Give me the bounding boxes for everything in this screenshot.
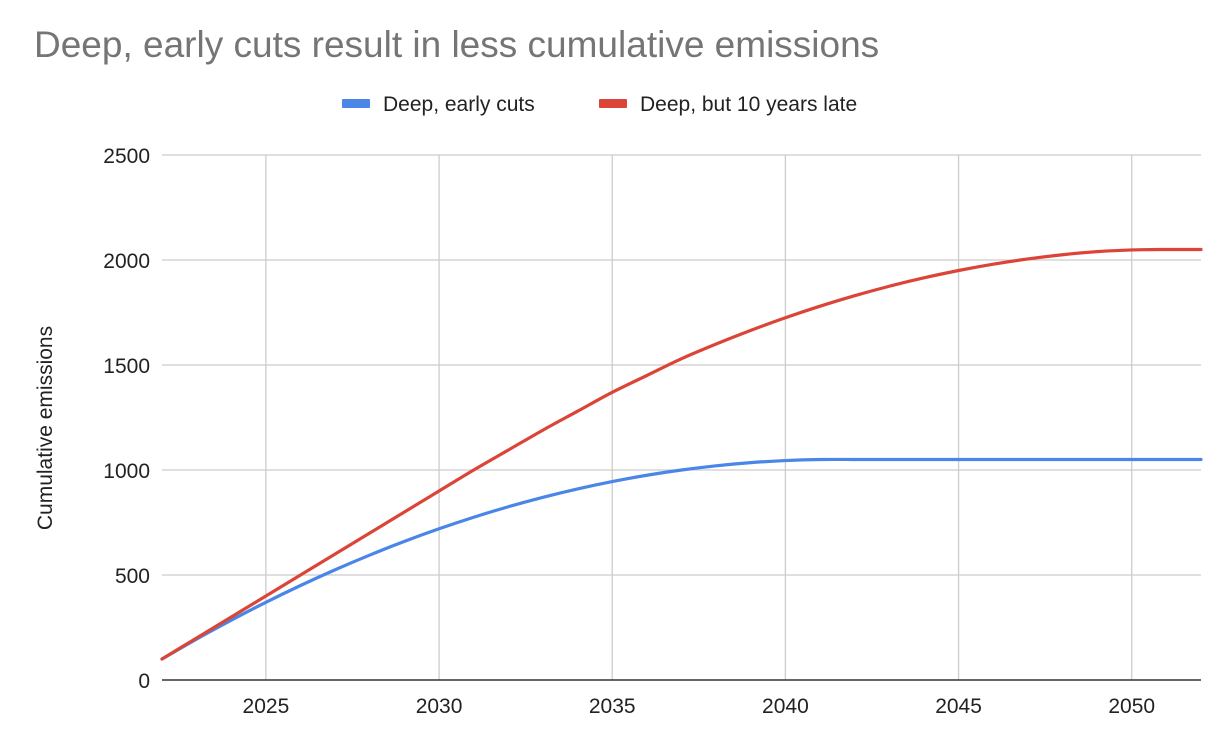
x-tick-label: 2045 <box>935 695 982 718</box>
chart-title: Deep, early cuts result in less cumulati… <box>34 24 879 65</box>
legend-swatch <box>599 99 627 108</box>
y-tick-label: 500 <box>115 565 150 588</box>
x-tick-labels: 2025 2030 2035 2040 2045 2050 <box>243 695 1156 718</box>
x-tick-label: 2050 <box>1108 695 1155 718</box>
y-axis-label: Cumulative emissions <box>34 326 57 530</box>
y-tick-label: 2000 <box>103 250 150 273</box>
series-layer <box>160 247 1203 661</box>
legend-label: Deep, but 10 years late <box>640 93 857 116</box>
y-tick-label: 0 <box>138 670 150 693</box>
legend-label: Deep, early cuts <box>383 93 535 116</box>
x-gridlines <box>265 155 1133 680</box>
y-tick-label: 2500 <box>103 145 150 168</box>
legend-swatch <box>342 99 370 108</box>
x-tick-label: 2025 <box>243 695 290 718</box>
y-tick-label: 1000 <box>103 460 150 483</box>
series-line-deep-10-years-late <box>160 247 1203 661</box>
x-tick-label: 2035 <box>589 695 636 718</box>
y-gridlines <box>162 154 1201 576</box>
legend: Deep, early cuts Deep, but 10 years late <box>342 93 857 116</box>
y-tick-label: 1500 <box>103 355 150 378</box>
x-tick-label: 2030 <box>416 695 463 718</box>
y-tick-labels: 0 500 1000 1500 2000 2500 <box>103 145 150 693</box>
x-tick-label: 2040 <box>762 695 809 718</box>
series-line-deep-early-cuts <box>160 457 1203 661</box>
